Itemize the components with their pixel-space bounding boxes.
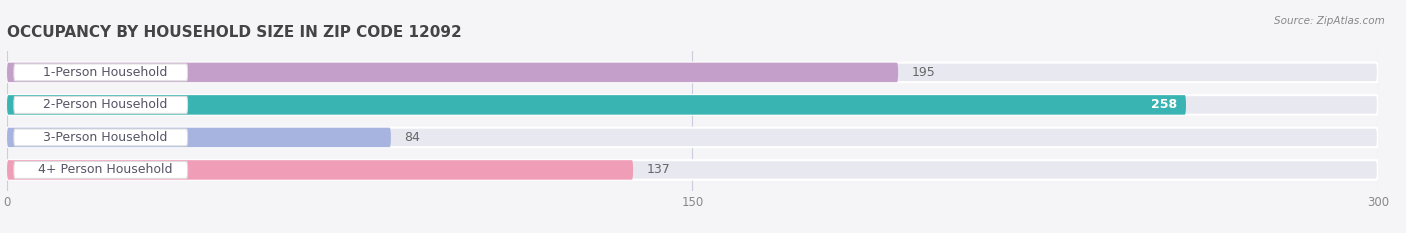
FancyBboxPatch shape [7, 160, 1378, 180]
FancyBboxPatch shape [7, 95, 1185, 115]
Text: Source: ZipAtlas.com: Source: ZipAtlas.com [1274, 16, 1385, 26]
Text: 84: 84 [405, 131, 420, 144]
Text: 195: 195 [911, 66, 935, 79]
FancyBboxPatch shape [7, 95, 1378, 115]
FancyBboxPatch shape [7, 63, 1378, 82]
Text: 2-Person Household: 2-Person Household [44, 98, 167, 111]
FancyBboxPatch shape [14, 161, 187, 178]
FancyBboxPatch shape [7, 128, 1378, 147]
Text: 137: 137 [647, 163, 671, 176]
FancyBboxPatch shape [14, 129, 187, 146]
Text: 4+ Person Household: 4+ Person Household [38, 163, 173, 176]
FancyBboxPatch shape [7, 160, 633, 180]
FancyBboxPatch shape [7, 63, 898, 82]
FancyBboxPatch shape [14, 96, 187, 113]
Text: OCCUPANCY BY HOUSEHOLD SIZE IN ZIP CODE 12092: OCCUPANCY BY HOUSEHOLD SIZE IN ZIP CODE … [7, 25, 461, 40]
Text: 258: 258 [1150, 98, 1177, 111]
Text: 3-Person Household: 3-Person Household [44, 131, 167, 144]
FancyBboxPatch shape [7, 128, 391, 147]
Text: 1-Person Household: 1-Person Household [44, 66, 167, 79]
FancyBboxPatch shape [14, 64, 187, 81]
